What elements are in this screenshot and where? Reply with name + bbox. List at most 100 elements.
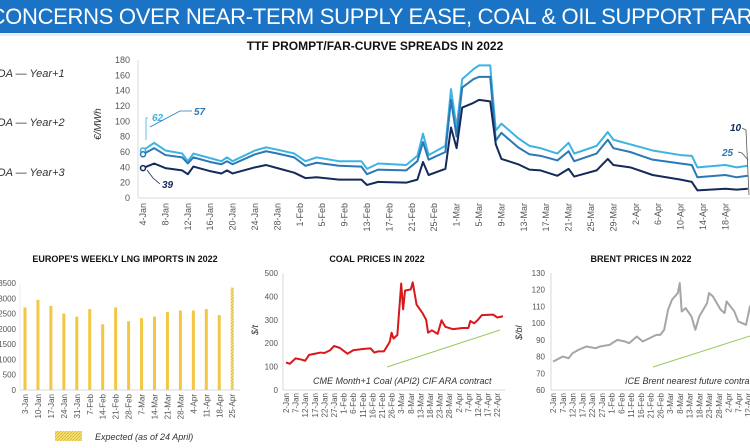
x-tick-label: 21-Feb [647, 392, 656, 418]
main-y-label: €/MWh [93, 108, 104, 140]
callout-line [146, 169, 161, 185]
coal-price-line [285, 281, 504, 365]
y-tick-label: 300 [265, 316, 279, 325]
callout-line [149, 110, 192, 128]
expected-bar [230, 287, 234, 390]
y-tick-label: 2500 [0, 310, 17, 319]
x-tick-label: 27-Jan [330, 393, 339, 417]
y-tick-label: 60 [120, 147, 130, 157]
x-tick-label: 28-Mar [176, 394, 185, 420]
bar [49, 305, 53, 390]
x-tick-label: 21-Mar [564, 203, 574, 232]
bar [23, 307, 27, 390]
bar [191, 310, 195, 390]
y-tick-label: 180 [115, 55, 130, 65]
x-tick-label: 22-Apr [493, 393, 502, 417]
x-tick-label: 29-Mar [608, 203, 618, 232]
main-chart-title: TTF PROMPT/FAR-CURVE SPREADS IN 2022 [247, 39, 504, 53]
x-tick-label: 9-Mar [496, 203, 506, 227]
legend-year2: -DA — Year+2 [0, 117, 65, 129]
x-tick-label: 25-Mar [586, 203, 596, 232]
x-tick-label: 28-Mar [715, 393, 724, 419]
bar [101, 324, 105, 390]
x-tick-label: 12-Apr [474, 393, 483, 417]
bar [140, 318, 144, 390]
x-tick-label: 24-Jan [250, 203, 260, 231]
bar [36, 299, 40, 390]
y-tick-label: 2000 [0, 325, 17, 334]
x-tick-label: 7-Apr [734, 393, 743, 413]
banner-title: WHILE CONCERNS OVER NEAR-TERM SUPPLY EAS… [0, 4, 750, 29]
x-tick-label: 7-Jan [559, 393, 568, 413]
x-tick-label: 13-Mar [519, 203, 529, 232]
header-banner: WHILE CONCERNS OVER NEAR-TERM SUPPLY EAS… [0, 0, 750, 36]
x-tick-label: 3-Mar [666, 393, 675, 414]
x-tick-label: 28-Jan [272, 203, 282, 231]
x-tick-label: 12-Jan [183, 203, 193, 231]
y-tick-label: 60 [536, 386, 545, 395]
x-tick-label: 26-Feb [656, 392, 665, 418]
x-tick-label: 17-Jan [578, 393, 587, 417]
brent-trend-arrow [652, 335, 750, 368]
legend-expected-swatch [55, 431, 82, 441]
x-tick-label: 2-Apr [725, 393, 734, 413]
x-tick-label: 5-Feb [317, 203, 327, 227]
x-tick-label: 1-Feb [608, 392, 617, 413]
x-tick-label: 1-Feb [340, 392, 349, 413]
y-tick-label: 100 [115, 116, 130, 126]
value-label: 39 [162, 180, 174, 191]
y-tick-label: 130 [532, 269, 546, 278]
coal-y-label: $/t [250, 324, 260, 336]
x-tick-label: 7-Apr [464, 393, 473, 413]
y-tick-label: 70 [536, 369, 545, 378]
x-tick-label: 7-Feb [86, 393, 95, 414]
bar [114, 307, 118, 390]
y-tick-label: 500 [265, 269, 279, 278]
y-tick-label: 400 [265, 292, 279, 301]
x-tick-label: 18-Apr [215, 394, 224, 418]
x-tick-label: 8-Mar [407, 393, 416, 414]
brent-annotation: ICE Brent nearest future contract [625, 376, 750, 386]
y-tick-label: 0 [125, 193, 130, 203]
bar [88, 308, 92, 390]
x-tick-label: 22-Jan [320, 393, 329, 417]
series-line-year2 [142, 75, 748, 179]
x-tick-label: 17-Feb [384, 203, 394, 232]
coal-annotation: CME Month+1 Coal (API2) CIF ARA contract [313, 376, 492, 386]
coal-trend-arrow [386, 329, 501, 368]
x-tick-label: 21-Feb [407, 203, 417, 232]
bar [75, 316, 79, 390]
start-marker [139, 151, 147, 158]
x-tick-label: 16-Feb [368, 392, 377, 418]
y-tick-label: 80 [120, 132, 130, 142]
x-tick-label: 27-Jan [598, 393, 607, 417]
x-tick-label: 18-Apr [720, 203, 730, 230]
bar [178, 310, 182, 390]
bar [153, 316, 156, 390]
x-tick-label: 28-Feb [125, 393, 134, 419]
x-tick-label: 4-Apr [189, 394, 198, 414]
x-tick-label: 8-Mar [676, 393, 685, 414]
x-tick-label: 12-Jan [301, 393, 310, 417]
x-tick-label: 22-Jan [588, 393, 597, 417]
x-tick-label: 9-Feb [340, 203, 350, 227]
y-tick-label: 500 [3, 371, 17, 380]
x-tick-label: 3-Jan [21, 394, 30, 414]
x-tick-label: 17-Jan [47, 394, 56, 418]
callout-line [741, 127, 750, 196]
callout-line [737, 151, 749, 161]
brent-y-label: $/bl [514, 324, 524, 341]
x-tick-label: 11-Feb [627, 392, 636, 417]
x-tick-label: 23-Mar [705, 393, 714, 419]
y-tick-label: 0 [274, 386, 279, 395]
x-tick-label: 24-Jan [60, 394, 69, 418]
x-tick-label: 17-Jan [311, 393, 320, 417]
x-tick-label: 1-Feb [295, 203, 305, 227]
x-tick-label: 13-Mar [686, 393, 695, 419]
x-tick-label: 4-Jan [138, 203, 148, 226]
x-tick-label: 1-Mar [452, 203, 462, 227]
x-tick-label: 11-Apr [202, 394, 211, 418]
y-tick-label: 0 [12, 386, 17, 395]
y-tick-label: 120 [115, 101, 130, 111]
x-tick-label: 25-Feb [429, 203, 439, 232]
